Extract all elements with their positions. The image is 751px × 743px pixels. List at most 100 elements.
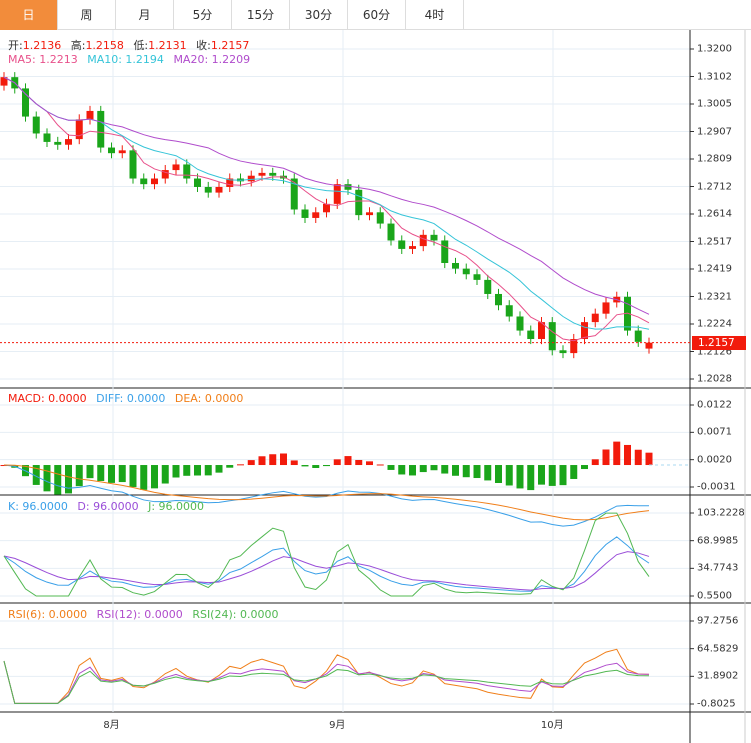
macd-bar [624, 444, 631, 466]
macd-bar [462, 465, 470, 478]
macd-bar [548, 465, 556, 486]
candle-down [344, 184, 352, 190]
price-axis-label: 1.2321 [697, 291, 732, 302]
tab-day[interactable]: 日 [0, 0, 58, 30]
candle-up [591, 313, 599, 323]
candle-up [366, 212, 373, 216]
tab-month[interactable]: 月 [116, 0, 174, 30]
macd-bar [118, 465, 126, 483]
tab-30min[interactable]: 30分 [290, 0, 348, 30]
macd-bar [495, 465, 502, 483]
rsi-axis-label: -0.8025 [697, 698, 736, 710]
candle-down [462, 268, 470, 275]
price-axis-label: 1.2809 [697, 153, 732, 165]
macd-bar [634, 449, 642, 466]
candle-up [409, 246, 416, 249]
macd-bar [570, 465, 578, 479]
candle-down [624, 296, 631, 331]
macd-bar [97, 465, 105, 481]
kdj-axis-label: 103.2228 [697, 507, 745, 519]
current-price-tag: 1.2157 [692, 336, 746, 350]
candle-up [570, 339, 578, 354]
high-label: 高: [70, 39, 86, 52]
candle-down [290, 178, 298, 210]
candle-down [269, 172, 277, 176]
tab-60min[interactable]: 60分 [348, 0, 406, 30]
macd-bar [387, 465, 395, 470]
candle-up [258, 172, 266, 176]
candle-up [645, 342, 653, 349]
price-axis-label: 1.3005 [697, 98, 732, 110]
rsi-axis-label: 97.2756 [697, 615, 739, 627]
macd-bar [247, 460, 255, 466]
macd-bar [194, 465, 201, 476]
low-label: 低: [133, 39, 149, 52]
kdj-axis-label: 0.5500 [697, 590, 732, 602]
tab-week[interactable]: 周 [58, 0, 116, 30]
rsi-axis-label: 64.5829 [697, 643, 739, 655]
macd-bar [65, 465, 72, 494]
candle-up [65, 139, 72, 145]
x-axis-label: 8月 [103, 720, 120, 731]
ma10-value: MA10: 1.2194 [87, 53, 164, 66]
candle-down [527, 330, 535, 340]
macd-bar [409, 465, 416, 476]
candle-up [581, 322, 588, 340]
candle-down [355, 189, 363, 216]
open-value: 1.2136 [22, 39, 62, 52]
candle-up [538, 322, 545, 340]
candle-up [247, 175, 255, 182]
macd-bar [226, 465, 234, 468]
macd-bar [258, 456, 266, 466]
macd-bar [355, 459, 363, 466]
price-axis-label: 1.3200 [697, 43, 732, 55]
price-axis-label: 1.2614 [697, 208, 732, 220]
candle-down [452, 262, 459, 269]
macd-bar [129, 465, 137, 488]
candle-up [333, 184, 341, 204]
close-value: 1.2157 [210, 39, 250, 52]
macd-bar [172, 465, 180, 478]
candle-down [32, 116, 40, 134]
price-axis-label: 1.2028 [697, 373, 732, 385]
candle-down [376, 212, 384, 224]
macd-axis-label: 0.0122 [697, 399, 732, 411]
rsi12-value: RSI(12): 0.0000 [96, 608, 183, 621]
ohlc-legend: 开:1.2136 高:1.2158 低:1.2131 收:1.2157 [8, 37, 255, 53]
open-label: 开: [8, 39, 23, 52]
macd-bar [430, 465, 438, 471]
macd-axis-label: 0.0020 [697, 454, 732, 466]
tab-15min[interactable]: 15分 [232, 0, 290, 30]
macd-bar [376, 464, 384, 466]
macd-bar [280, 453, 287, 466]
macd-bar [538, 465, 545, 485]
candle-down [54, 141, 62, 145]
ma5-line [3, 76, 650, 342]
candle-down [108, 147, 115, 154]
candle-down [387, 223, 395, 241]
candle-up [151, 178, 158, 185]
tab-5min[interactable]: 5分 [174, 0, 232, 30]
candle-up [161, 170, 169, 179]
candle-down [43, 133, 51, 142]
macd-bar [441, 465, 449, 474]
candle-up [215, 186, 223, 193]
candle-down [183, 164, 191, 179]
macd-bar [86, 465, 94, 479]
macd-legend: MACD: 0.0000 DIFF: 0.0000 DEA: 0.0000 [8, 392, 249, 405]
diff-value: DIFF: 0.0000 [96, 392, 166, 405]
ma-legend: MA5: 1.2213 MA10: 1.2194 MA20: 1.2209 [8, 53, 256, 66]
price-axis-label: 1.2126 [697, 346, 732, 357]
j-value: J: 96.0000 [148, 500, 205, 513]
candle-down [548, 322, 556, 351]
tab-4hour[interactable]: 4时 [406, 0, 464, 30]
dea-line [3, 464, 650, 521]
candle-up [118, 150, 126, 154]
ma20-value: MA20: 1.2209 [173, 53, 251, 66]
macd-axis-label: -0.0031 [697, 481, 736, 493]
macd-bar [108, 465, 115, 483]
macd-bar [237, 464, 244, 466]
price-axis-label: 1.2517 [697, 236, 732, 247]
price-axis-label: 1.2224 [697, 318, 732, 330]
